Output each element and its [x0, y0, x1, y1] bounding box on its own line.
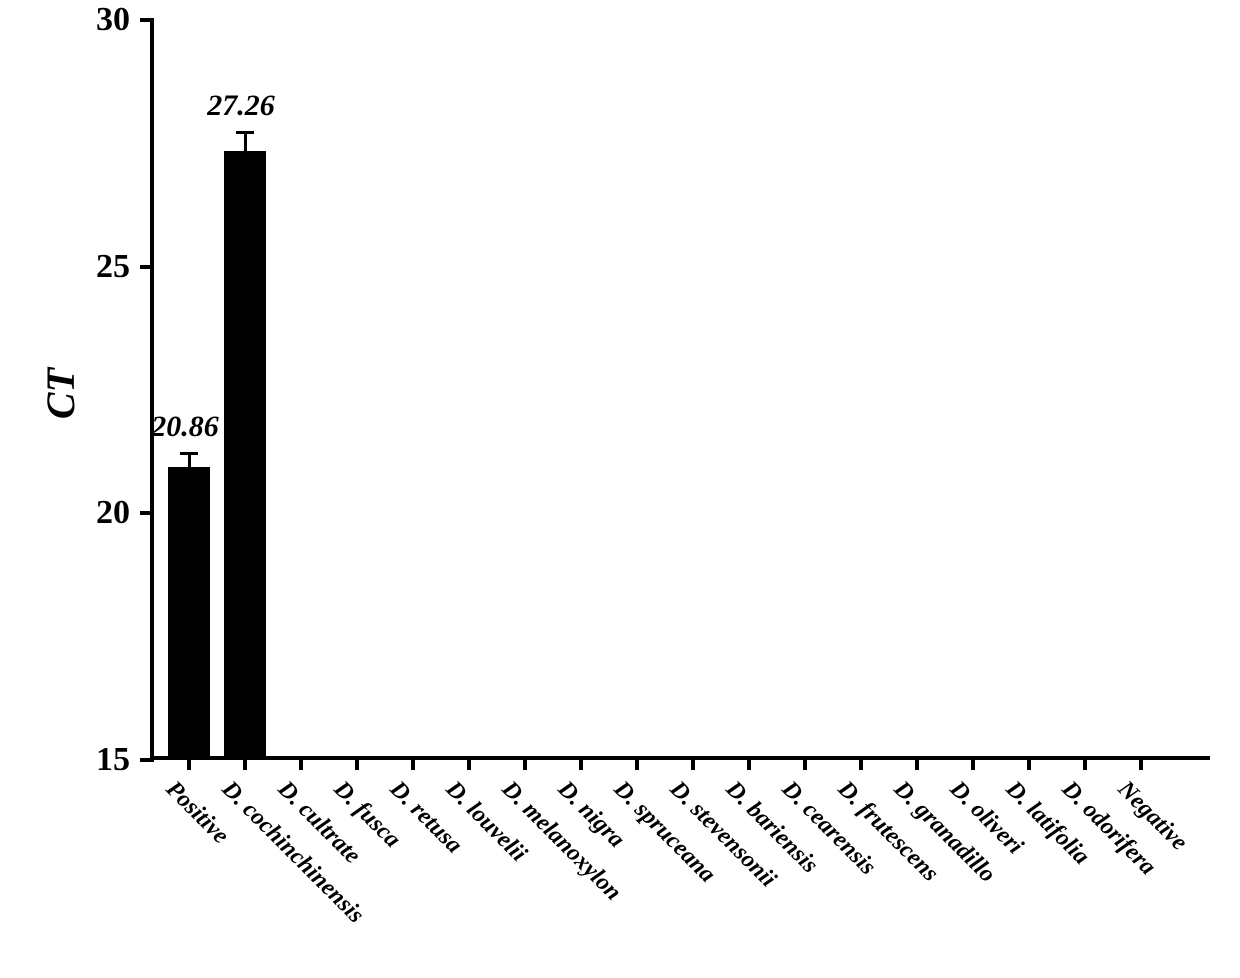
y-tick-label: 20	[96, 494, 130, 532]
x-tick	[523, 756, 527, 770]
y-tick-label: 25	[96, 248, 130, 286]
x-tick	[635, 756, 639, 770]
x-tick	[1139, 756, 1143, 770]
x-tick	[579, 756, 583, 770]
x-tick	[243, 756, 247, 770]
error-bar-cap	[236, 131, 254, 134]
x-tick	[747, 756, 751, 770]
x-tick	[411, 756, 415, 770]
x-tick	[859, 756, 863, 770]
plot-area	[150, 20, 1210, 760]
y-tick	[140, 758, 154, 762]
error-bar	[244, 133, 247, 155]
bar	[224, 151, 266, 756]
x-tick	[1027, 756, 1031, 770]
x-tick	[1083, 756, 1087, 770]
y-axis-label: CT	[37, 368, 84, 419]
x-tick	[299, 756, 303, 770]
y-tick	[140, 265, 154, 269]
ct-bar-chart: CT 15202530Positive20.86D. cochinchinens…	[0, 0, 1240, 978]
x-tick	[691, 756, 695, 770]
x-tick	[467, 756, 471, 770]
y-tick	[140, 18, 154, 22]
x-tick	[803, 756, 807, 770]
y-tick-label: 15	[96, 741, 130, 779]
bar-value-label: 27.26	[207, 89, 275, 123]
bar-value-label: 20.86	[151, 410, 219, 444]
error-bar-cap	[180, 452, 198, 455]
x-tick	[355, 756, 359, 770]
x-tick	[187, 756, 191, 770]
x-tick	[915, 756, 919, 770]
x-tick	[971, 756, 975, 770]
y-tick	[140, 511, 154, 515]
y-tick-label: 30	[96, 1, 130, 39]
bar	[168, 467, 210, 756]
error-bar	[188, 454, 191, 471]
